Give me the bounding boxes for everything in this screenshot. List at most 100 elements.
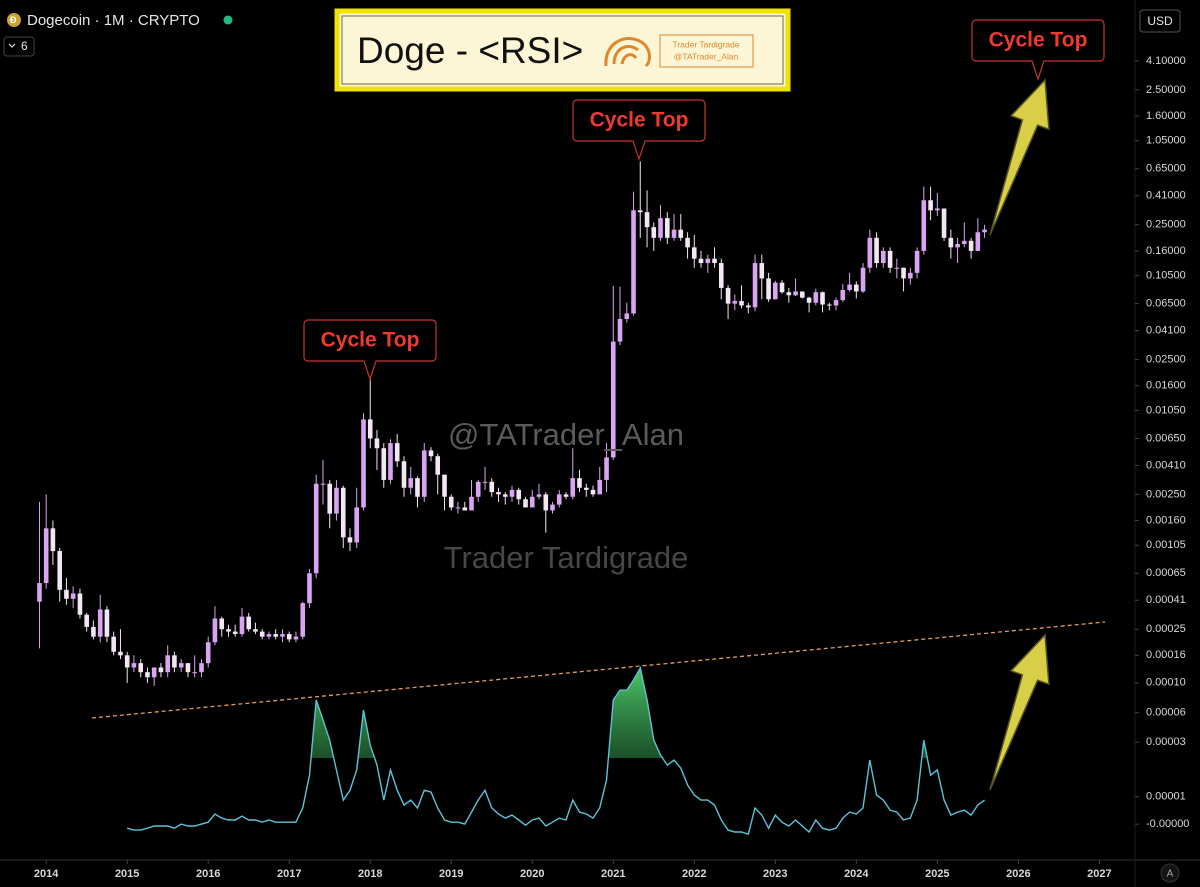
y-tick-label: 0.00065 [1146,567,1186,579]
y-tick-label: 0.65000 [1146,163,1186,175]
candle-body [388,443,393,480]
candle-body [935,208,940,211]
candle-body [280,634,285,637]
candle-body [982,229,987,233]
y-tick-label: 0.00105 [1146,539,1186,551]
candle-body [651,227,657,238]
candle-body [894,267,900,269]
candle-body [955,243,960,248]
candle-body [111,636,116,652]
x-tick-label: 2018 [358,868,382,880]
candle-body [563,494,569,497]
candle-body [118,651,123,656]
candle-body [739,300,744,306]
logo-box [659,34,754,68]
candle-body [462,507,468,511]
annotation: Cycle Top [971,19,1105,81]
y-tick-label: 0.00025 [1146,623,1186,635]
candle-body [759,263,765,279]
candle-body [273,634,278,637]
candle-body [799,291,805,298]
candle-body [698,258,704,264]
candle-body [428,450,434,457]
annotation: Cycle Top [303,319,437,381]
candle-body [482,481,488,483]
candle-body [327,483,333,514]
annotation: Cycle Top [572,99,706,161]
currency-button[interactable] [1139,9,1181,33]
chevron-icon [8,43,16,48]
y-tick-label: 2.50000 [1146,84,1186,96]
indicator-toggle[interactable] [3,36,35,57]
candle-body [685,237,690,248]
coin-icon [7,13,21,27]
candle-body [921,200,927,251]
y-tick-label: 0.25000 [1146,219,1186,231]
auto-scale-button[interactable] [1160,863,1180,883]
candle-body [421,450,427,497]
candle-body [806,297,812,303]
arrow [989,78,1050,236]
candle-body [408,478,414,488]
x-tick-label: 2020 [520,868,544,880]
candle-body [266,634,272,637]
candle-body [442,474,447,497]
y-tick-label: 0.00410 [1146,459,1186,471]
candle-body [779,282,785,293]
candle-body [64,589,69,599]
x-tick-label: 2024 [844,868,869,880]
y-tick-label: 0.00003 [1146,736,1186,748]
plot-area [37,161,987,836]
candle-body [259,631,265,637]
candle-body [637,210,643,213]
candle-body [307,573,312,604]
candle-body [320,483,326,485]
candle-body [813,292,819,303]
currency-label: USD [1147,14,1173,28]
candle-body [583,487,589,490]
candle-body [489,481,495,493]
candle-body [374,438,380,449]
y-tick-label: 0.06500 [1146,298,1186,310]
candle-body [232,631,238,635]
candle-body [624,313,630,319]
candle-body [941,208,947,238]
candle-body [394,443,400,462]
candle-body [313,483,319,574]
candle-body [354,507,360,543]
y-tick-label: 0.00006 [1146,707,1186,719]
candle-body [57,551,63,590]
y-tick-label: 0.02500 [1146,353,1186,365]
candle-body [786,292,792,296]
x-tick-label: 2014 [34,868,59,880]
candle-body [610,341,616,458]
candle-body [880,250,886,264]
candle-body [415,478,420,497]
logo [604,37,651,68]
candle-body [617,318,623,342]
arrow [989,633,1050,791]
candle-body [226,629,231,632]
candle-body [205,642,211,664]
candle-body [246,616,252,630]
candle-body [70,593,76,599]
candle-body [847,284,852,291]
indicator-line [127,666,986,836]
candle-body [671,229,677,238]
candle-body [860,267,866,292]
x-tick-label: 2025 [925,868,949,880]
candle-body [50,528,56,552]
candle-body [665,218,670,238]
candle-body [766,278,771,300]
candle-body [212,618,218,643]
y-tick-label: 0.16000 [1146,245,1186,257]
y-tick-label: -0.00000 [1146,818,1189,830]
status-dot [223,15,233,25]
candle-body [746,305,751,308]
candle-body [455,507,461,509]
y-tick-label: 0.01050 [1146,404,1186,416]
candle-body [104,609,110,637]
candle-body [854,284,859,292]
